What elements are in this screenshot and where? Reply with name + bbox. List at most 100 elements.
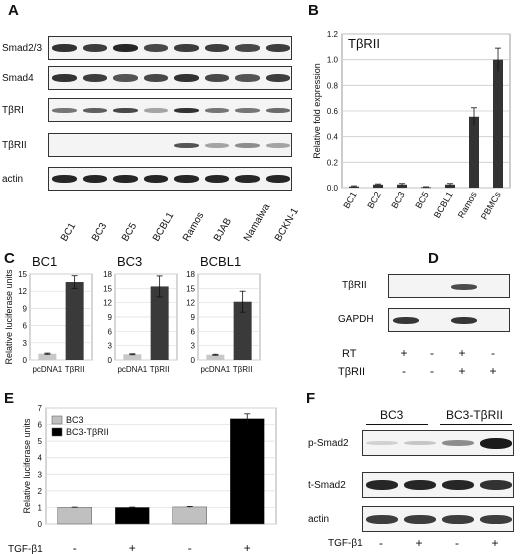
y-tick-label: 1.0 [327, 56, 339, 65]
y-tick-label: 3 [108, 342, 113, 351]
band [235, 107, 260, 113]
band [52, 74, 77, 82]
blot-strip [48, 167, 292, 191]
band [113, 44, 138, 52]
lane-label: BC5 [120, 221, 140, 244]
treatment-sign: + [415, 536, 423, 550]
treatment-sign: - [455, 536, 459, 550]
y-tick-label: 0 [108, 356, 113, 365]
chart-title: TβRII [348, 36, 380, 51]
lane-label: Namalwa [242, 201, 273, 244]
y-tick-label: 12 [186, 299, 195, 308]
x-tick-label: PBMCs [479, 190, 503, 222]
y-tick-label: 6 [38, 421, 43, 430]
panel-d-cond-tbrii: TβRII [338, 366, 366, 378]
y-tick-label: 9 [108, 313, 113, 322]
panel-c: C 0 3 6 9 12 15 BC1 pcDNA1 TβRII 0 3 6 9 12 15 18 BC3 pcD… [0, 250, 290, 390]
bar [230, 418, 265, 525]
blot-strip [48, 133, 292, 157]
lane-label: BCBL1 [150, 210, 177, 244]
blot-row-label: actin [2, 174, 24, 185]
panel-f-group-bc3: BC3 [380, 408, 404, 422]
y-tick-label: 0.0 [327, 184, 339, 193]
blot-strip [48, 66, 292, 90]
band [442, 440, 474, 446]
band [174, 175, 199, 183]
treatment-label: TGF-β1 [8, 544, 43, 554]
band [113, 107, 138, 113]
y-axis-label: Relative luciferase units [4, 269, 14, 365]
sign-mark: + [458, 346, 466, 360]
band [235, 175, 260, 183]
band [451, 317, 477, 324]
band [143, 74, 168, 82]
band [480, 437, 512, 449]
band [82, 175, 107, 183]
chart-title: BCBL1 [200, 254, 241, 269]
panel-d-row-label-tbrii: TβRII [342, 280, 367, 291]
band [82, 74, 107, 82]
band [174, 142, 199, 148]
band [143, 107, 168, 113]
y-tick-label: 0 [191, 356, 196, 365]
band [235, 44, 260, 52]
band [204, 74, 229, 82]
band [265, 44, 290, 52]
panel-d: D TβRII GAPDH RT TβRII + - + - - - + + [290, 250, 520, 390]
y-tick-label: 18 [103, 270, 112, 279]
bar [373, 184, 383, 188]
treatment-sign: + [491, 536, 499, 550]
y-tick-label: 2 [38, 487, 43, 496]
treatment-sign: + [244, 541, 251, 554]
band [113, 175, 138, 183]
band [265, 175, 290, 183]
bar [57, 507, 92, 525]
y-tick-label: 0.8 [327, 81, 339, 90]
y-axis-label: Relative fold expression [312, 63, 322, 159]
bar [150, 286, 169, 360]
y-tick-label: 4 [38, 454, 43, 463]
sign-mark: + [458, 364, 466, 378]
panel-d-blot-tbrii [388, 274, 510, 298]
band [174, 107, 199, 113]
bar [172, 506, 207, 525]
x-tick-label: pcDNA1 [32, 365, 62, 374]
panel-f-group-bc3-tbrii: BC3-TβRII [446, 408, 503, 422]
y-tick-label: 7 [38, 404, 43, 413]
x-tick-label: TβRII [150, 365, 170, 374]
blot-strip [48, 98, 292, 122]
blot-row-label: p-Smad2 [308, 438, 349, 449]
band [143, 44, 168, 52]
band [265, 107, 290, 113]
band [404, 514, 436, 524]
x-tick-label: Ramos [456, 190, 479, 220]
x-tick-label: BC3 [389, 190, 406, 210]
y-tick-label: 0.2 [327, 158, 339, 167]
band [204, 142, 229, 148]
bar [206, 354, 225, 360]
band [451, 284, 477, 290]
lane-label: BCKN-1 [272, 206, 301, 244]
bar [493, 59, 503, 188]
y-tick-label: 18 [186, 270, 195, 279]
y-axis-label: Relative luciferase units [22, 418, 32, 514]
blot-row-label: Smad4 [2, 73, 34, 84]
legend-swatch [51, 415, 63, 425]
x-tick-label: BC2 [365, 190, 382, 210]
blot-strip [362, 430, 514, 456]
y-tick-label: 3 [191, 342, 196, 351]
panel-f-label: F [306, 390, 316, 407]
bar [38, 353, 57, 360]
y-tick-label: 9 [23, 304, 28, 313]
panel-e-chart: 0 1 2 3 4 5 6 7 Relative luciferase units - + - + TGF… [8, 404, 277, 554]
y-tick-label: 3 [38, 470, 43, 479]
panel-e: E 0 1 2 3 4 5 6 7 Relative luciferase units - + - + T… [0, 390, 300, 554]
treatment-sign: - [379, 536, 383, 550]
panel-d-blot-gapdh [388, 308, 510, 332]
blot-row-label: TβRI [2, 105, 24, 116]
band [174, 44, 199, 52]
panel-e-label: E [4, 390, 15, 407]
y-tick-label: 12 [18, 287, 27, 296]
panel-f: F BC3 BC3-TβRII p-Smad2 t-Smad2 actin TGF-… [300, 390, 520, 554]
x-tick-label: pcDNA1 [200, 365, 230, 374]
